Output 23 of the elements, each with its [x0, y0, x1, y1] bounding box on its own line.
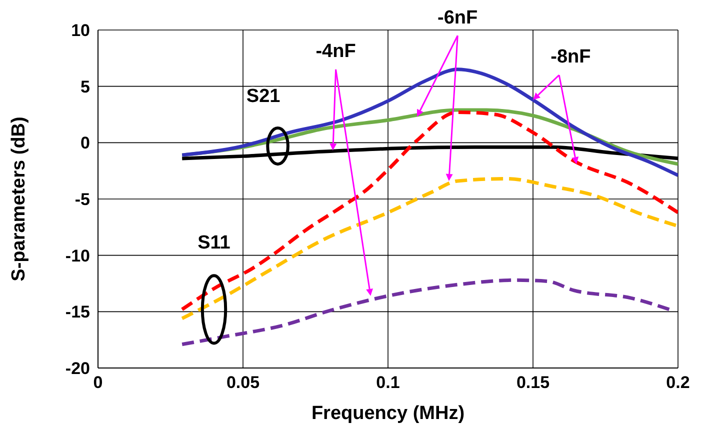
y-tick-label: -5 [74, 190, 90, 210]
x-axis-title: Frequency (MHz) [311, 403, 465, 424]
line-series [180, 110, 678, 312]
y-tick-label: -20 [65, 359, 90, 378]
line-series [180, 176, 678, 320]
y-tick-label: -10 [65, 246, 90, 266]
x-tick-label: 0.1 [376, 373, 400, 392]
y-tick-label: -15 [65, 302, 90, 322]
annotation: -4nF [316, 41, 356, 62]
line-series [180, 68, 678, 178]
y-tick-label: 5 [80, 77, 90, 96]
x-tick-label: 0 [93, 373, 103, 392]
annotation: S21 [246, 86, 281, 108]
x-tick-label: 0.2 [666, 373, 690, 392]
line-series [180, 278, 672, 346]
y-tick-label: 0 [80, 134, 90, 153]
x-tick-label: 0.15 [516, 373, 550, 392]
y-axis-title: S-parameters (dB) [8, 116, 30, 282]
annotation: -6nF [438, 7, 478, 28]
annotation: S11 [198, 232, 231, 254]
x-tick-label: 0.05 [226, 373, 260, 392]
annotation: -8nF [550, 46, 591, 68]
y-tick-label: 10 [71, 21, 90, 40]
